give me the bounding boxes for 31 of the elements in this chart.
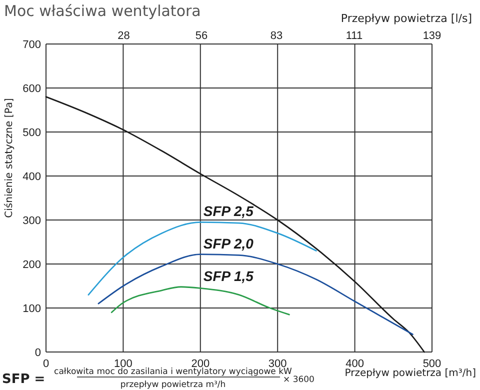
y-tick-label: 100 (22, 303, 41, 315)
y-tick-label: 500 (22, 127, 41, 139)
series-label: SFP 1,5 (203, 268, 254, 284)
y-tick-label: 300 (22, 215, 41, 227)
x2-axis-title: Przepływ powietrza [l/s] (340, 12, 472, 25)
y-tick-label: 600 (22, 83, 41, 95)
y-tick-label: 200 (22, 259, 41, 271)
text: SFP = (2, 372, 46, 387)
x2-tick-label: 111 (346, 30, 363, 42)
x-tick-label: 500 (422, 358, 442, 370)
text: przepływ powietrza m³/h (120, 380, 226, 390)
text: całkowita moc do zasilania i wentylatory wyciągowe kW (54, 367, 293, 377)
text: × 3600 (283, 375, 314, 385)
y-tick-label: 0 (34, 347, 41, 359)
chart-title: Moc właściwa wentylatora (4, 2, 201, 20)
line-series (110, 286, 290, 316)
y-tick-label: 700 (22, 39, 41, 51)
line-series (98, 254, 414, 336)
series-label: SFP 2,5 (203, 203, 254, 220)
x2-tick-label: 28 (118, 30, 130, 42)
x2-tick-label: 139 (422, 30, 442, 42)
x2-tick-label: 56 (195, 30, 208, 42)
series-label: SFP 2,0 (203, 235, 254, 252)
x-axis-title: Przepływ powietrza [m³/h] (344, 368, 476, 379)
line-series (88, 222, 317, 296)
y-axis-title: Ciśnienie statyczne [Pa] (3, 98, 15, 218)
line-series (45, 96, 425, 353)
x2-tick-label: 83 (270, 30, 283, 42)
x-tick-label: 400 (346, 358, 364, 370)
x-tick-label: 0 (42, 358, 50, 370)
y-tick-label: 400 (22, 171, 41, 183)
